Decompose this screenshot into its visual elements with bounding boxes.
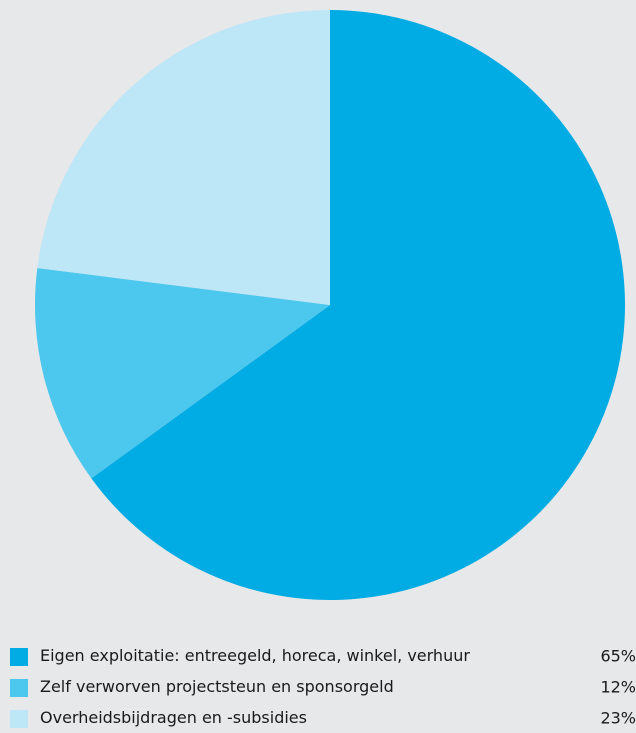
pie-chart [35, 10, 625, 600]
pie-slice [91, 10, 625, 600]
legend-item: Eigen exploitatie: entreegeld, horeca, w… [10, 640, 636, 671]
pie-slice [35, 268, 330, 479]
legend-swatch [10, 647, 28, 666]
legend-item: Zelf verworven projectsteun en sponsorge… [10, 671, 636, 702]
legend-label: Overheidsbijdragen en -subsidies [40, 708, 307, 727]
legend-swatch [10, 678, 28, 697]
legend-label: Eigen exploitatie: entreegeld, horeca, w… [40, 646, 470, 665]
chart-legend: Eigen exploitatie: entreegeld, horeca, w… [10, 640, 636, 733]
legend-swatch [10, 709, 28, 728]
legend-item: Overheidsbijdragen en -subsidies 23% [10, 702, 636, 733]
pie-slice [37, 10, 330, 305]
legend-value: 12% [600, 677, 636, 696]
legend-label: Zelf verworven projectsteun en sponsorge… [40, 677, 394, 696]
legend-value: 23% [600, 708, 636, 727]
legend-value: 65% [600, 646, 636, 665]
